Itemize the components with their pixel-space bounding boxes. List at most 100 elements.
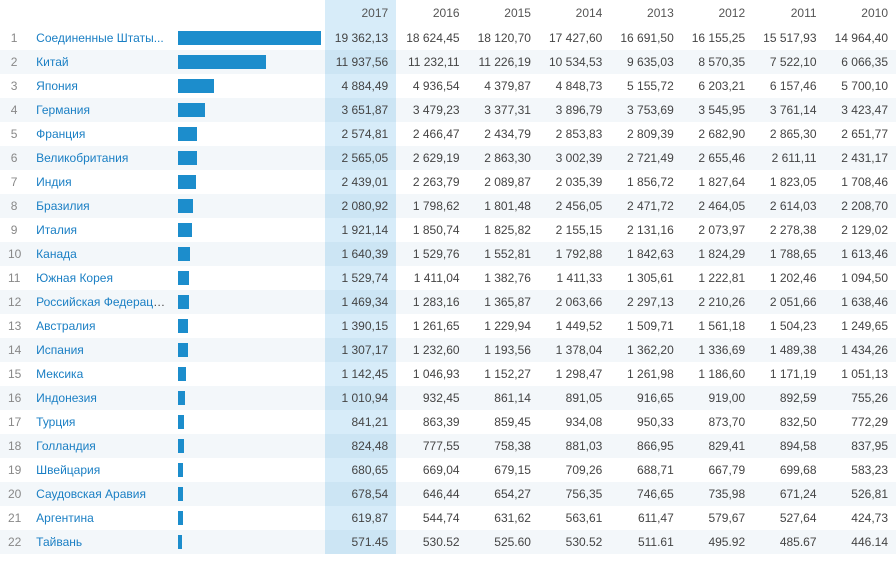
header-year-2010[interactable]: 2010 [825, 0, 896, 26]
rank-cell: 4 [0, 98, 28, 122]
bar-cell [174, 122, 325, 146]
value-cell: 2 853,83 [539, 122, 610, 146]
country-link[interactable]: Испания [36, 343, 84, 357]
country-link[interactable]: Российская Федерация [36, 295, 166, 309]
country-link[interactable]: Италия [36, 223, 77, 237]
country-link[interactable]: Южная Корея [36, 271, 113, 285]
rank-cell: 6 [0, 146, 28, 170]
bar-cell [174, 50, 325, 74]
value-cell: 6 203,21 [682, 74, 753, 98]
table-row: 22Тайвань571.45530.52525.60530.52511.614… [0, 530, 896, 554]
value-cell: 824,48 [325, 434, 396, 458]
table-row: 19Швейцария680,65669,04679,15709,26688,7… [0, 458, 896, 482]
country-link[interactable]: Тайвань [36, 535, 82, 549]
bar-cell [174, 26, 325, 50]
value-cell: 679,15 [468, 458, 539, 482]
value-cell: 2 278,38 [753, 218, 824, 242]
value-cell: 2 629,19 [396, 146, 467, 170]
value-cell: 4 884,49 [325, 74, 396, 98]
country-link[interactable]: Соединенные Штаты... [36, 31, 164, 45]
country-link[interactable]: Бразилия [36, 199, 90, 213]
country-name-cell: Мексика [28, 362, 174, 386]
value-cell: 1 798,62 [396, 194, 467, 218]
value-cell: 15 517,93 [753, 26, 824, 50]
value-cell: 525.60 [468, 530, 539, 554]
table-row: 7Индия2 439,012 263,792 089,872 035,391 … [0, 170, 896, 194]
value-cell: 1 842,63 [610, 242, 681, 266]
rank-cell: 13 [0, 314, 28, 338]
value-cell: 1 411,33 [539, 266, 610, 290]
value-cell: 2 080,92 [325, 194, 396, 218]
country-link[interactable]: Китай [36, 55, 68, 69]
country-link[interactable]: Австралия [36, 319, 95, 333]
value-cell: 1 382,76 [468, 266, 539, 290]
value-cell: 699,68 [753, 458, 824, 482]
value-cell: 1 825,82 [468, 218, 539, 242]
header-year-2017[interactable]: 2017 [325, 0, 396, 26]
value-cell: 1 307,17 [325, 338, 396, 362]
value-cell: 2 682,90 [682, 122, 753, 146]
value-cell: 1 921,14 [325, 218, 396, 242]
country-link[interactable]: Голландия [36, 439, 96, 453]
country-link[interactable]: Саудовская Аравия [36, 487, 146, 501]
country-link[interactable]: Аргентина [36, 511, 94, 525]
rank-cell: 8 [0, 194, 28, 218]
value-cell: 1 489,38 [753, 338, 824, 362]
value-cell: 7 522,10 [753, 50, 824, 74]
country-link[interactable]: Индия [36, 175, 71, 189]
header-year-2014[interactable]: 2014 [539, 0, 610, 26]
value-cell: 11 232,11 [396, 50, 467, 74]
table-row: 6Великобритания2 565,052 629,192 863,303… [0, 146, 896, 170]
country-link[interactable]: Германия [36, 103, 90, 117]
value-cell: 1 229,94 [468, 314, 539, 338]
header-year-2015[interactable]: 2015 [468, 0, 539, 26]
value-cell: 9 635,03 [610, 50, 681, 74]
value-cell: 1 509,71 [610, 314, 681, 338]
table-row: 3Япония4 884,494 936,544 379,874 848,735… [0, 74, 896, 98]
country-link[interactable]: Япония [36, 79, 78, 93]
value-cell: 17 427,60 [539, 26, 610, 50]
header-year-2011[interactable]: 2011 [753, 0, 824, 26]
value-cell: 1 283,16 [396, 290, 467, 314]
value-cell: 1 193,56 [468, 338, 539, 362]
country-link[interactable]: Индонезия [36, 391, 97, 405]
value-cell: 1 638,46 [825, 290, 896, 314]
rank-cell: 18 [0, 434, 28, 458]
value-cell: 1 378,04 [539, 338, 610, 362]
value-cell: 837,95 [825, 434, 896, 458]
value-cell: 891,05 [539, 386, 610, 410]
value-cell: 2 063,66 [539, 290, 610, 314]
value-cell: 619,87 [325, 506, 396, 530]
bar-fill [178, 463, 183, 477]
country-link[interactable]: Турция [36, 415, 75, 429]
bar-cell [174, 314, 325, 338]
value-cell: 4 379,87 [468, 74, 539, 98]
header-blank-name [28, 0, 174, 26]
header-year-2013[interactable]: 2013 [610, 0, 681, 26]
header-year-2012[interactable]: 2012 [682, 0, 753, 26]
value-cell: 495.92 [682, 530, 753, 554]
value-cell: 1 261,65 [396, 314, 467, 338]
value-cell: 2 129,02 [825, 218, 896, 242]
bar-cell [174, 458, 325, 482]
value-cell: 2 131,16 [610, 218, 681, 242]
country-link[interactable]: Мексика [36, 367, 83, 381]
header-year-2016[interactable]: 2016 [396, 0, 467, 26]
country-name-cell: Турция [28, 410, 174, 434]
value-cell: 709,26 [539, 458, 610, 482]
bar-fill [178, 319, 188, 333]
value-cell: 10 534,53 [539, 50, 610, 74]
bar-cell [174, 170, 325, 194]
value-cell: 746,65 [610, 482, 681, 506]
bar-cell [174, 506, 325, 530]
value-cell: 5 700,10 [825, 74, 896, 98]
country-link[interactable]: Великобритания [36, 151, 128, 165]
table-row: 12Российская Федерация1 469,341 283,161 … [0, 290, 896, 314]
value-cell: 1 850,74 [396, 218, 467, 242]
country-link[interactable]: Канада [36, 247, 77, 261]
value-cell: 1 186,60 [682, 362, 753, 386]
rank-cell: 9 [0, 218, 28, 242]
country-link[interactable]: Швейцария [36, 463, 100, 477]
country-name-cell: Китай [28, 50, 174, 74]
country-link[interactable]: Франция [36, 127, 85, 141]
